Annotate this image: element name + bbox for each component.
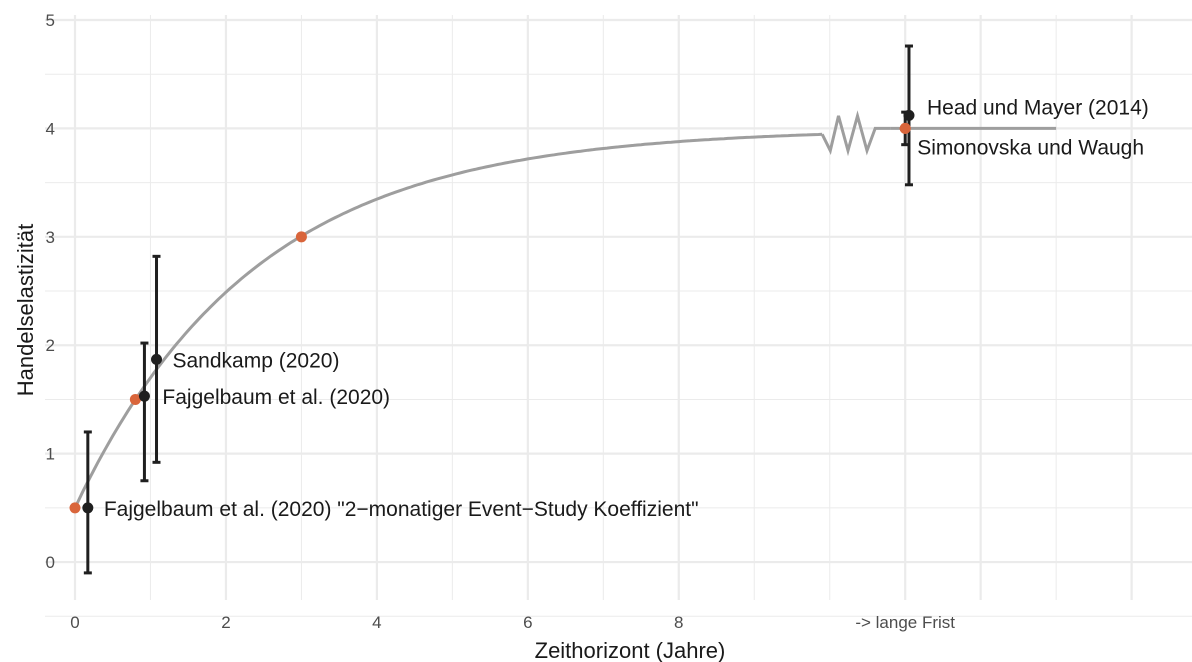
grid-major: [45, 15, 1192, 600]
label-layer: Fajgelbaum et al. (2020) "2−monatiger Ev…: [104, 96, 1149, 520]
model-point: [69, 502, 81, 514]
y-tick-label: 3: [46, 228, 55, 247]
point-layer: [69, 109, 915, 514]
y-tick-label: 5: [46, 11, 55, 30]
estimate-point: [82, 502, 94, 514]
x-tick-label: 2: [221, 613, 230, 632]
x-tick-label: 4: [372, 613, 381, 632]
model-point: [129, 393, 141, 405]
estimate-label: Simonovska und Waugh: [917, 136, 1144, 159]
curve-layer: [73, 110, 1057, 509]
y-tick-label: 0: [46, 553, 55, 572]
estimate-point: [151, 353, 163, 365]
model-curve: [73, 132, 823, 509]
x-tick-label: 0: [70, 613, 79, 632]
grid-minor: [45, 15, 1192, 617]
estimate-point: [903, 109, 915, 121]
y-axis-title: Handelselastizität: [13, 224, 38, 396]
estimate-label: Head und Mayer (2014): [927, 96, 1149, 119]
estimate-label: Sandkamp (2020): [173, 349, 340, 372]
estimate-label: Fajgelbaum et al. (2020): [162, 386, 390, 409]
tick-layer: 0 1 2 3 4 5 0 2 4 6 8 -> lange Frist: [46, 11, 956, 632]
x-tick-label: 8: [674, 613, 683, 632]
x-tick-label: -> lange Frist: [855, 613, 955, 632]
x-axis-title: Zeithorizont (Jahre): [535, 638, 726, 662]
y-tick-label: 1: [46, 445, 55, 464]
x-tick-label: 6: [523, 613, 532, 632]
estimate-point: [899, 122, 911, 134]
estimate-point: [138, 390, 150, 402]
y-tick-label: 2: [46, 336, 55, 355]
estimate-label: Fajgelbaum et al. (2020) "2−monatiger Ev…: [104, 498, 699, 521]
model-point: [295, 231, 307, 243]
y-tick-label: 4: [46, 119, 55, 138]
curve-break-zigzag: [820, 110, 891, 157]
